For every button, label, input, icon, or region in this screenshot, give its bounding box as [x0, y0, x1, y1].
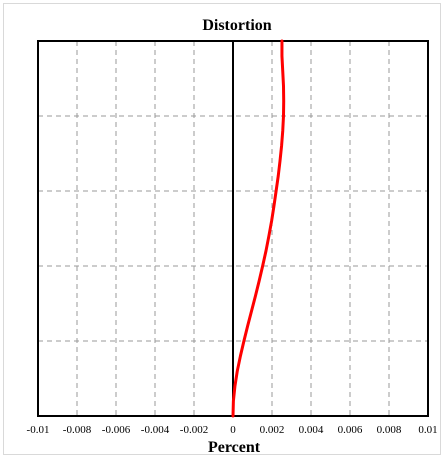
- x-tick-label: 0.002: [260, 424, 285, 436]
- x-tick-label: 0.01: [418, 424, 437, 436]
- x-tick-label: 0.006: [338, 424, 363, 436]
- x-tick-label: -0.002: [180, 424, 208, 436]
- series-line-0: [231, 39, 286, 418]
- x-tick-label: 0.004: [299, 424, 324, 436]
- x-axis-label: Percent: [208, 439, 261, 456]
- chart-frame: [3, 3, 441, 455]
- x-tick-label: -0.006: [102, 424, 131, 436]
- chart-title: Distortion: [202, 17, 271, 34]
- y-gridlines: [38, 115, 428, 342]
- x-tick-label: -0.004: [141, 424, 170, 436]
- x-tick-labels: -0.01 -0.008 -0.006 -0.004 -0.002 0 0.002 0.004…: [27, 424, 438, 436]
- x-tick-label: -0.008: [63, 424, 92, 436]
- x-tick-label: -0.01: [27, 424, 50, 436]
- x-tick-label: 0.008: [377, 424, 402, 436]
- series-layer: [231, 39, 286, 418]
- x-tick-label: 0: [230, 424, 236, 436]
